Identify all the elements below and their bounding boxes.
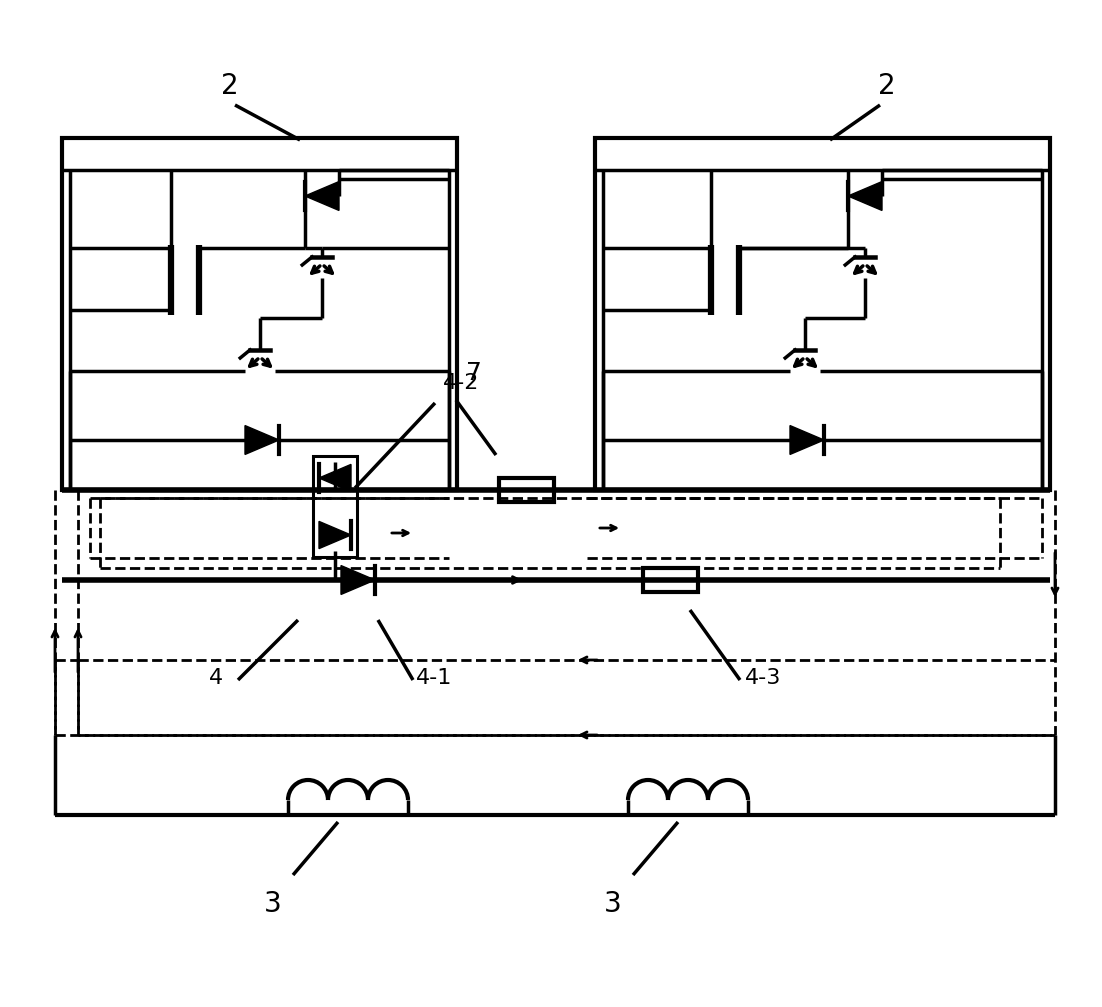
Bar (642, 568, 698, 592)
Bar (595, 138, 1050, 490)
Text: 4-2: 4-2 (443, 373, 479, 393)
Text: 3: 3 (264, 890, 282, 918)
Text: 2: 2 (878, 71, 896, 100)
Text: 7: 7 (466, 361, 482, 385)
Polygon shape (790, 426, 824, 454)
Bar (498, 478, 553, 502)
Polygon shape (341, 566, 375, 594)
Polygon shape (305, 181, 339, 210)
Polygon shape (245, 426, 279, 454)
Polygon shape (318, 464, 352, 491)
Bar (313, 456, 357, 557)
Bar (62, 138, 457, 490)
Text: 4: 4 (209, 668, 223, 688)
Text: 2: 2 (222, 71, 239, 100)
Polygon shape (318, 522, 352, 549)
Polygon shape (849, 181, 882, 210)
Text: 3: 3 (604, 890, 622, 918)
Text: 4-1: 4-1 (415, 668, 453, 688)
Text: 4-3: 4-3 (745, 668, 781, 688)
